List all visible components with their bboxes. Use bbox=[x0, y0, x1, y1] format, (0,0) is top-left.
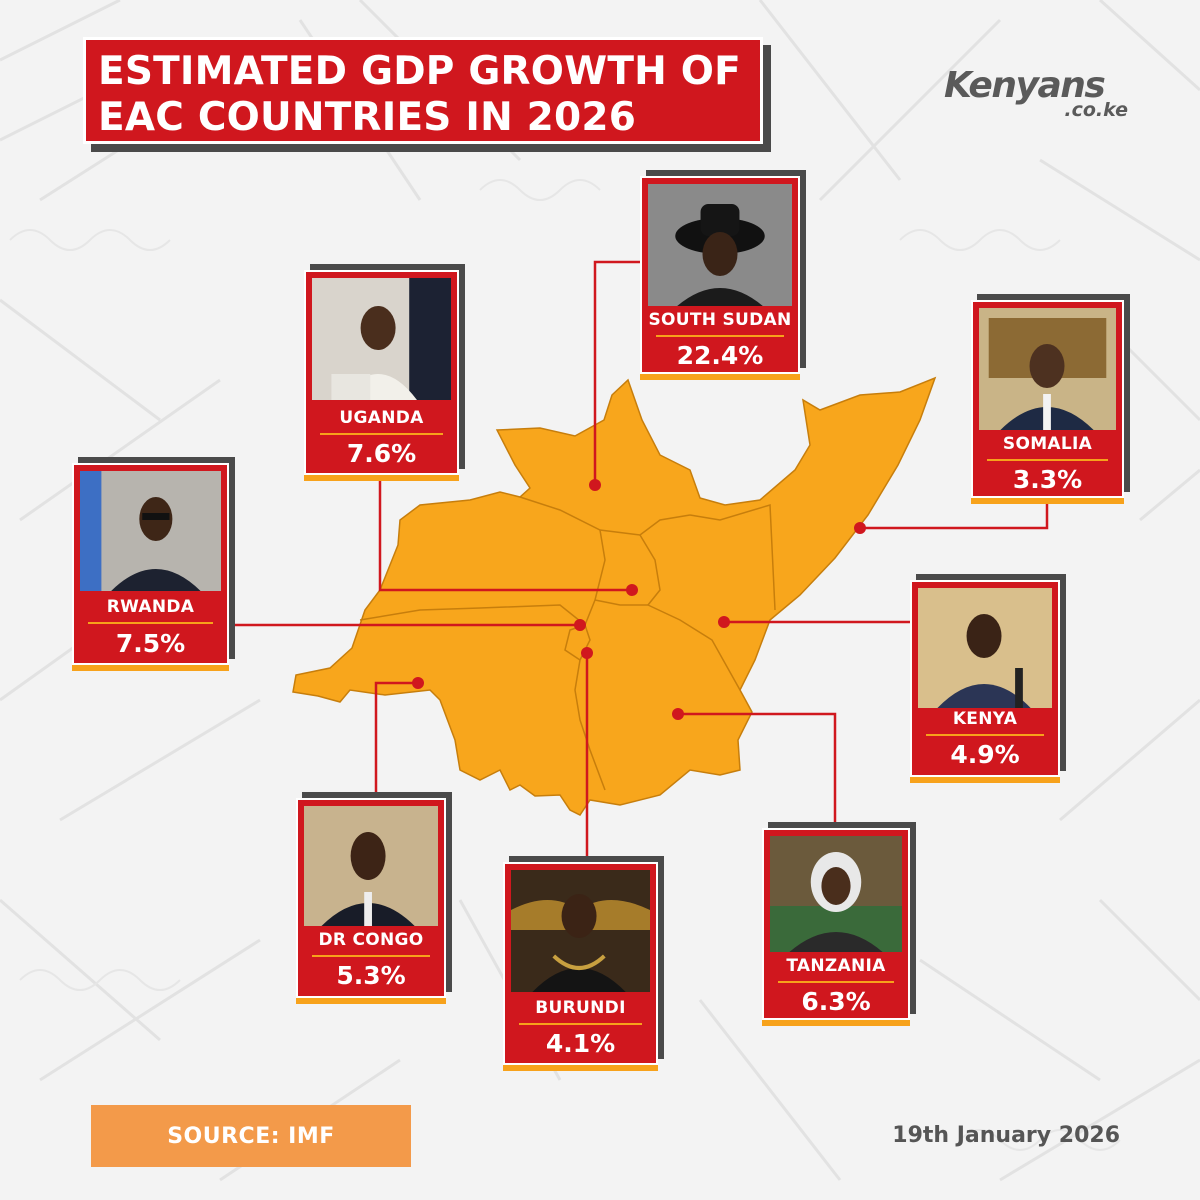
marker-tanzania bbox=[672, 708, 684, 720]
kenyans-logo: Kenyans .co.ke bbox=[944, 66, 1136, 126]
map-borders bbox=[359, 496, 776, 791]
title-line-2: EAC COUNTRIES IN 2026 bbox=[98, 95, 637, 140]
leader-portrait bbox=[648, 184, 792, 306]
leader-portrait bbox=[770, 836, 902, 952]
marker-south-sudan bbox=[589, 479, 601, 491]
leader-portrait bbox=[511, 870, 650, 992]
country-name: BURUNDI bbox=[535, 998, 626, 1018]
marker-rwanda bbox=[574, 619, 586, 631]
marker-uganda bbox=[626, 584, 638, 596]
country-name: KENYA bbox=[952, 709, 1018, 729]
growth-value: 6.3% bbox=[801, 987, 871, 1016]
card-divider bbox=[519, 1023, 642, 1025]
card-divider bbox=[656, 335, 784, 337]
card-divider bbox=[320, 433, 443, 435]
country-name: SOUTH SUDAN bbox=[648, 310, 792, 330]
growth-value: 4.1% bbox=[545, 1029, 616, 1058]
country-name: DR CONGO bbox=[318, 930, 424, 950]
card-somalia: SOMALIA 3.3% bbox=[971, 300, 1124, 504]
card-rwanda: RWANDA 7.5% bbox=[72, 463, 229, 671]
leader-portrait bbox=[918, 588, 1052, 708]
card-uganda: UGANDA 7.6% bbox=[304, 270, 459, 481]
connector-somalia bbox=[860, 500, 1049, 530]
card-divider bbox=[88, 622, 213, 624]
country-name: SOMALIA bbox=[1002, 434, 1093, 454]
card-dr-congo: DR CONGO 5.3% bbox=[296, 798, 446, 1004]
growth-value: 3.3% bbox=[1012, 465, 1083, 494]
card-south-sudan: SOUTH SUDAN 22.4% bbox=[640, 176, 800, 380]
leader-portrait bbox=[979, 308, 1116, 430]
card-divider bbox=[778, 981, 894, 983]
growth-value: 5.3% bbox=[336, 961, 406, 990]
card-divider bbox=[312, 955, 430, 957]
date-label: 19th January 2026 bbox=[892, 1123, 1120, 1148]
card-divider bbox=[926, 734, 1044, 736]
leader-portrait bbox=[304, 806, 438, 926]
connector-south-sudan bbox=[593, 260, 640, 485]
growth-value: 22.4% bbox=[676, 341, 764, 370]
connector-tanzania bbox=[678, 712, 837, 825]
card-tanzania: TANZANIA 6.3% bbox=[762, 828, 910, 1026]
source-label: SOURCE: IMF bbox=[91, 1105, 411, 1167]
card-burundi: BURUNDI 4.1% bbox=[503, 862, 658, 1071]
logo-main-text: Kenyans bbox=[944, 65, 1106, 106]
connector-lines bbox=[230, 260, 1049, 858]
logo-sub-text: .co.ke bbox=[1064, 99, 1128, 121]
connector-uganda bbox=[378, 475, 632, 592]
map-markers bbox=[412, 479, 866, 720]
card-kenya: KENYA 4.9% bbox=[910, 580, 1060, 783]
connector-dr-congo bbox=[374, 681, 418, 793]
title-line-1: ESTIMATED GDP GROWTH OF bbox=[98, 49, 741, 94]
leader-portrait bbox=[80, 471, 221, 591]
leader-portrait bbox=[312, 278, 451, 400]
growth-value: 7.6% bbox=[346, 439, 417, 468]
country-name: UGANDA bbox=[339, 408, 424, 428]
marker-burundi bbox=[581, 647, 593, 659]
card-divider bbox=[987, 459, 1108, 461]
marker-dr-congo bbox=[412, 677, 424, 689]
map-region-outline bbox=[292, 376, 937, 816]
marker-somalia bbox=[854, 522, 866, 534]
growth-value: 4.9% bbox=[950, 740, 1020, 769]
growth-value: 7.5% bbox=[115, 629, 186, 658]
title-banner: ESTIMATED GDP GROWTH OF EAC COUNTRIES IN… bbox=[83, 37, 763, 144]
marker-kenya bbox=[718, 616, 730, 628]
country-name: RWANDA bbox=[106, 597, 195, 617]
country-name: TANZANIA bbox=[786, 956, 886, 976]
